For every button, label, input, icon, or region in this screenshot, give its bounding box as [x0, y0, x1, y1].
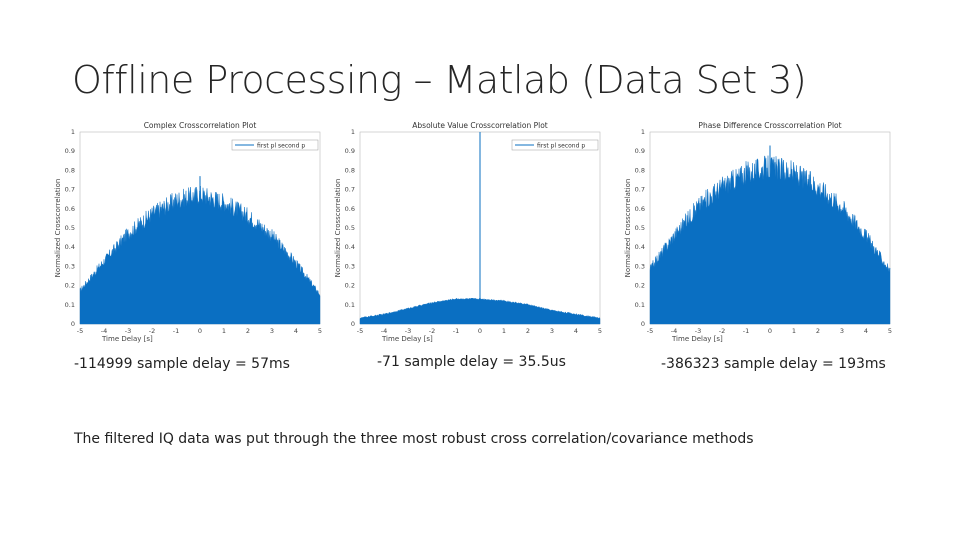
y-tick-label: 0.1: [345, 301, 355, 309]
x-axis-label: Time Delay [s]: [671, 335, 723, 343]
x-tick-label: 5: [888, 327, 892, 335]
legend-box: [511, 139, 599, 151]
x-tick-label: -5: [647, 327, 653, 335]
y-tick-label: 0.8: [65, 166, 75, 174]
chart-title: Absolute Value Crosscorrelation Plot: [412, 121, 548, 130]
y-tick-label: 0.9: [65, 147, 75, 155]
y-tick-label: 0.4: [345, 243, 355, 251]
legend-entry: first pl second p: [537, 143, 585, 150]
caption-complex: -114999 sample delay = 57ms: [74, 356, 290, 372]
y-axis-label: Normalized Crosscorrelation: [624, 179, 632, 278]
methods-note: The filtered IQ data was put through the…: [74, 431, 754, 447]
x-tick-label: -1: [173, 327, 179, 335]
x-tick-label: 3: [840, 327, 844, 335]
legend-entry: first pl second p: [257, 143, 305, 150]
chart-title: Phase Difference Crosscorrelation Plot: [698, 121, 841, 130]
x-tick-label: 1: [502, 327, 506, 335]
phase-difference-crosscorrelation-chart: Phase Difference Crosscorrelation Plot 0 0…: [620, 118, 900, 343]
y-tick-label: 0.2: [635, 282, 645, 290]
y-tick-label: 0.4: [65, 243, 75, 251]
x-tick-label: 2: [816, 327, 820, 335]
y-tick-label: 0.8: [345, 166, 355, 174]
x-tick-label: 0: [768, 327, 772, 335]
y-tick-label: 0.2: [65, 282, 75, 290]
y-tick-label: 0.6: [345, 205, 355, 213]
x-tick-label: -3: [125, 327, 131, 335]
y-tick-label: 0.1: [635, 301, 645, 309]
x-tick-label: 0: [478, 327, 482, 335]
x-tick-label: 2: [246, 327, 250, 335]
x-tick-label: 4: [294, 327, 298, 335]
x-tick-label: -5: [357, 327, 363, 335]
x-tick-label: -5: [77, 327, 83, 335]
y-tick-label: 0.7: [635, 186, 645, 194]
absolute-value-crosscorrelation-svg: Absolute Value Crosscorrelation Plot 0 0.1…: [334, 121, 602, 343]
x-tick-label: -3: [695, 327, 701, 335]
y-axis-label: Normalized Crosscorrelation: [54, 179, 62, 278]
caption-phase: -386323 sample delay = 193ms: [661, 356, 886, 372]
absolute-value-crosscorrelation-chart: Absolute Value Crosscorrelation Plot 0 0.1…: [330, 118, 610, 343]
y-tick-label: 0.6: [635, 205, 645, 213]
y-axis-label: Normalized Crosscorrelation: [334, 179, 342, 278]
y-tick-label: 0.5: [345, 224, 355, 232]
x-tick-label: -4: [101, 327, 107, 335]
x-tick-label: -2: [149, 327, 155, 335]
y-tick-label: 0.4: [635, 243, 645, 251]
x-tick-label: -3: [405, 327, 411, 335]
complex-crosscorrelation-chart: Complex Crosscorrelation Plot 0 0.1 0.2 0.3 0…: [50, 118, 330, 343]
y-tick-label: 0.5: [65, 224, 75, 232]
y-tick-label: 0.9: [635, 147, 645, 155]
y-tick-label: 0.5: [635, 224, 645, 232]
x-tick-label: 4: [574, 327, 578, 335]
x-tick-label: 5: [318, 327, 322, 335]
y-tick-label: 0: [351, 320, 355, 328]
x-tick-label: -1: [453, 327, 459, 335]
y-tick-label: 0: [641, 320, 645, 328]
y-tick-label: 1: [641, 128, 645, 136]
x-tick-label: 4: [864, 327, 868, 335]
y-tick-label: 0.7: [345, 186, 355, 194]
y-tick-label: 0.8: [635, 166, 645, 174]
y-tick-label: 0.6: [65, 205, 75, 213]
y-tick-label: 0.1: [65, 301, 75, 309]
x-tick-label: 0: [198, 327, 202, 335]
x-axis-label: Time Delay [s]: [101, 335, 153, 343]
y-tick-label: 1: [71, 128, 75, 136]
legend-box: [231, 139, 319, 151]
x-axis-label: Time Delay [s]: [381, 335, 433, 343]
caption-absolute: -71 sample delay = 35.5us: [377, 354, 566, 370]
x-tick-label: 1: [792, 327, 796, 335]
x-tick-label: 1: [222, 327, 226, 335]
x-tick-label: -2: [429, 327, 435, 335]
x-tick-label: 3: [270, 327, 274, 335]
y-tick-label: 0.2: [345, 282, 355, 290]
x-tick-label: 3: [550, 327, 554, 335]
x-tick-label: -4: [671, 327, 677, 335]
x-tick-label: -2: [719, 327, 725, 335]
complex-crosscorrelation-svg: Complex Crosscorrelation Plot 0 0.1 0.2 0.3 0…: [54, 121, 322, 343]
slide-title: Offline Processing – Matlab (Data Set 3): [72, 58, 807, 102]
y-tick-label: 0.3: [65, 262, 75, 270]
x-tick-label: 5: [598, 327, 602, 335]
y-tick-label: 0.7: [65, 186, 75, 194]
chart-title: Complex Crosscorrelation Plot: [144, 121, 257, 130]
y-tick-label: 0.3: [635, 262, 645, 270]
y-tick-label: 1: [351, 128, 355, 136]
y-tick-label: 0.3: [345, 262, 355, 270]
x-tick-label: 2: [526, 327, 530, 335]
y-tick-label: 0: [71, 320, 75, 328]
phase-difference-crosscorrelation-svg: Phase Difference Crosscorrelation Plot 0 0…: [624, 121, 892, 343]
x-tick-label: -4: [381, 327, 387, 335]
x-tick-label: -1: [743, 327, 749, 335]
y-tick-label: 0.9: [345, 147, 355, 155]
